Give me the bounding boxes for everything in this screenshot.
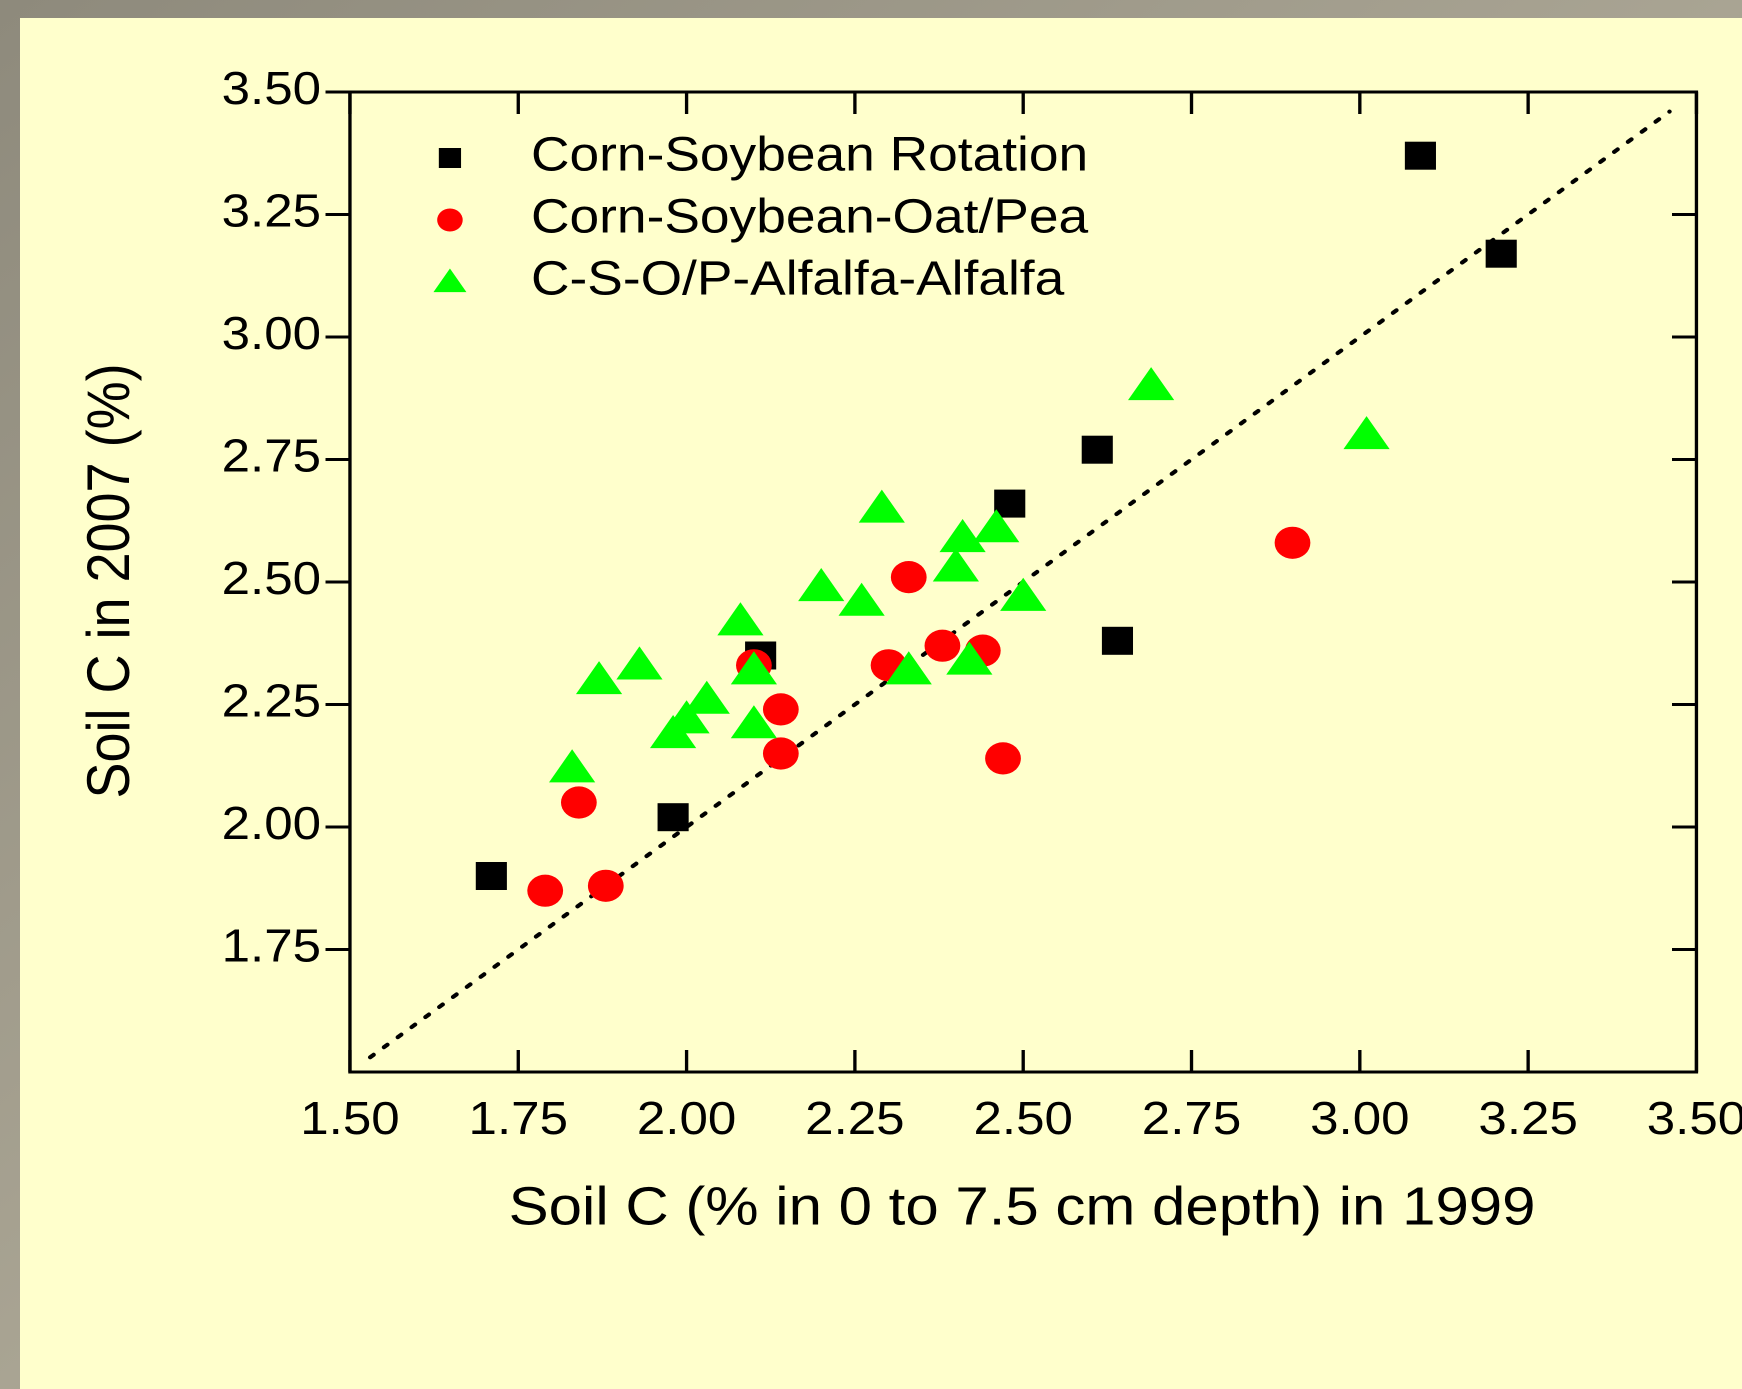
marker-circle [890,561,927,594]
marker-triangle [549,749,596,783]
y-tick-label: 1.75 [222,921,321,972]
marker-triangle [1000,577,1047,611]
marker-circle [560,786,597,819]
marker-square [475,862,507,890]
x-tick-label: 1.50 [300,1093,399,1144]
x-tick-label: 1.75 [469,1093,568,1144]
marker-triangle [663,700,710,734]
marker-circle [1274,526,1311,559]
marker-triangle [575,661,623,695]
marker-circle [762,693,799,726]
marker-circle [924,629,961,662]
marker-triangle [717,602,764,636]
y-tick-label: 2.75 [222,431,321,482]
y-axis-title: Soil C in 2007 (%) [76,363,143,798]
marker-triangle [946,641,993,675]
marker-triangle [1128,367,1175,401]
marker-triangle [683,680,730,714]
marker-triangle [730,705,778,739]
x-tick-label: 3.00 [1310,1093,1409,1144]
marker-square [1101,626,1134,655]
y-tick-label: 3.50 [222,63,321,114]
marker-triangle [885,651,932,685]
legend-marker [437,208,463,232]
marker-triangle [973,509,1020,543]
marker-square [1081,435,1113,464]
marker-circle [527,874,564,907]
marker-triangle [838,582,885,616]
marker-circle [985,742,1021,775]
marker-circle [587,869,624,902]
x-tick-label: 2.25 [805,1093,904,1144]
marker-triangle [939,519,986,553]
marker-triangle [858,489,905,523]
x-tick-label: 2.50 [973,1093,1072,1144]
x-axis-title: Soil C (% in 0 to 7.5 cm depth) in 1999 [509,1176,1536,1237]
marker-square [994,489,1026,518]
marker-triangle [616,646,663,680]
x-tick-label: 2.00 [637,1093,736,1144]
plot-frame [348,90,1699,1074]
legend-label: Corn-Soybean-Oat/Pea [531,189,1089,243]
y-tick-label: 2.25 [222,676,321,727]
y-tick-label: 2.50 [222,553,321,604]
x-tick-label: 2.75 [1142,1093,1241,1144]
marker-square [657,803,689,832]
marker-triangle [932,548,979,582]
marker-circle [762,737,799,770]
marker-triangle [730,651,778,685]
marker-square [1404,141,1436,170]
marker-square [1485,239,1517,268]
legend-marker [438,148,462,168]
x-tick-label: 3.25 [1478,1093,1577,1144]
legend-marker [433,268,467,293]
panel [19,18,1742,1389]
y-tick-label: 3.00 [222,308,321,359]
y-tick-label: 3.25 [222,186,321,237]
x-tick-label: 3.50 [1647,1093,1742,1144]
marker-triangle [1343,416,1390,450]
legend-label: C-S-O/P-Alfalfa-Alfalfa [531,251,1065,305]
marker-triangle [798,568,845,602]
legend-label: Corn-Soybean Rotation [531,127,1088,181]
y-tick-label: 2.00 [222,798,321,849]
